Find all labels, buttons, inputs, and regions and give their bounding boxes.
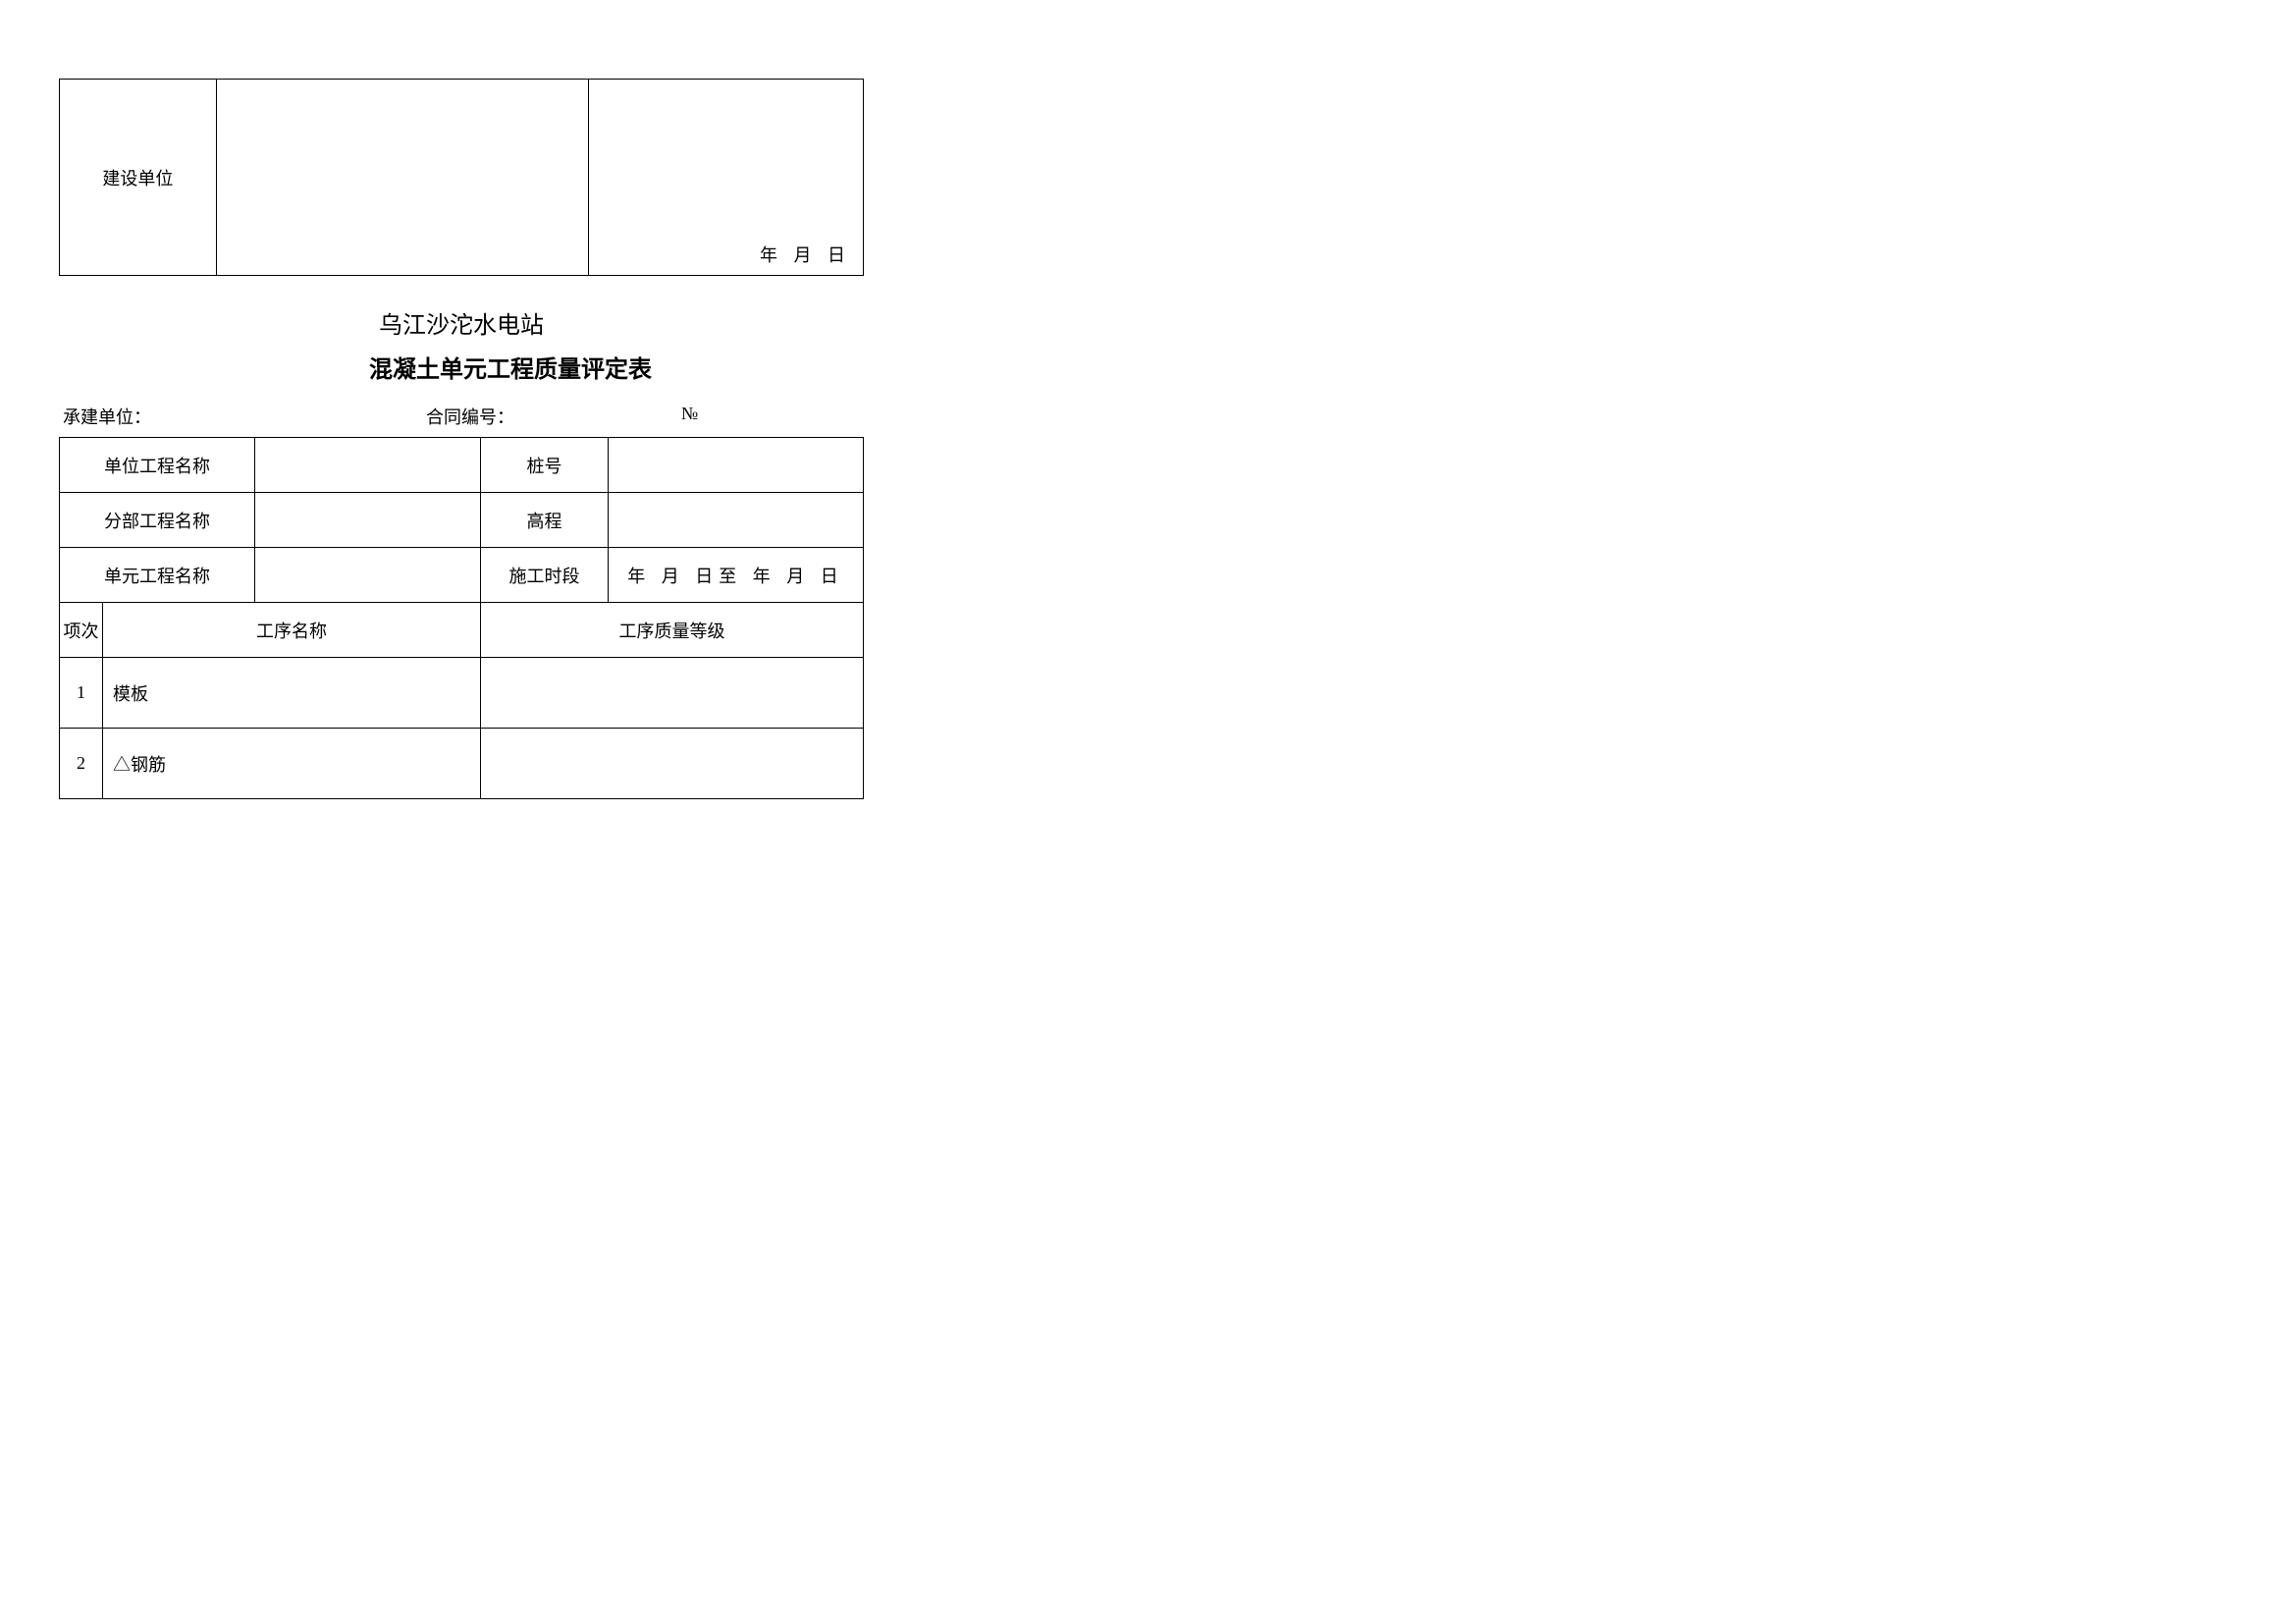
serial-number-label: № bbox=[681, 404, 860, 429]
stake-number-value bbox=[609, 438, 864, 493]
proc-row-index: 2 bbox=[60, 729, 103, 799]
proc-name-header: 工序名称 bbox=[103, 603, 481, 658]
stake-number-label: 桩号 bbox=[481, 438, 609, 493]
proc-row-index: 1 bbox=[60, 658, 103, 729]
proc-index-header: 项次 bbox=[60, 603, 103, 658]
contractor-label: 承建单位： bbox=[63, 404, 426, 429]
proc-row-name: 模板 bbox=[103, 658, 481, 729]
proc-row-grade bbox=[481, 729, 864, 799]
unit-project-name-value bbox=[255, 438, 481, 493]
construction-unit-date-cell: 年 月 日 bbox=[589, 80, 864, 276]
construction-unit-value bbox=[216, 80, 589, 276]
contract-number-label: 合同编号： bbox=[426, 404, 681, 429]
title-line-1: 乌江沙沱水电站 bbox=[59, 305, 864, 340]
sub-project-name-value bbox=[255, 493, 481, 548]
top-table: 建设单位 年 月 日 bbox=[59, 79, 864, 276]
main-table: 单位工程名称 桩号 分部工程名称 高程 单元工程名称 施工时段 年 月 日至 年… bbox=[59, 437, 864, 799]
element-project-name-value bbox=[255, 548, 481, 603]
construction-unit-label: 建设单位 bbox=[60, 80, 217, 276]
unit-project-name-label: 单位工程名称 bbox=[60, 438, 255, 493]
title-line-2: 混凝土单元工程质量评定表 bbox=[157, 350, 864, 384]
proc-row-grade bbox=[481, 658, 864, 729]
construction-period-label: 施工时段 bbox=[481, 548, 609, 603]
element-project-name-label: 单元工程名称 bbox=[60, 548, 255, 603]
table-row: 1 模板 bbox=[60, 658, 864, 729]
proc-grade-header: 工序质量等级 bbox=[481, 603, 864, 658]
sub-project-name-label: 分部工程名称 bbox=[60, 493, 255, 548]
proc-row-name: △钢筋 bbox=[103, 729, 481, 799]
table-row: 2 △钢筋 bbox=[60, 729, 864, 799]
elevation-value bbox=[609, 493, 864, 548]
elevation-label: 高程 bbox=[481, 493, 609, 548]
date-text: 年 月 日 bbox=[760, 242, 851, 267]
info-line: 承建单位： 合同编号： № bbox=[59, 404, 864, 429]
construction-period-value: 年 月 日至 年 月 日 bbox=[609, 548, 864, 603]
